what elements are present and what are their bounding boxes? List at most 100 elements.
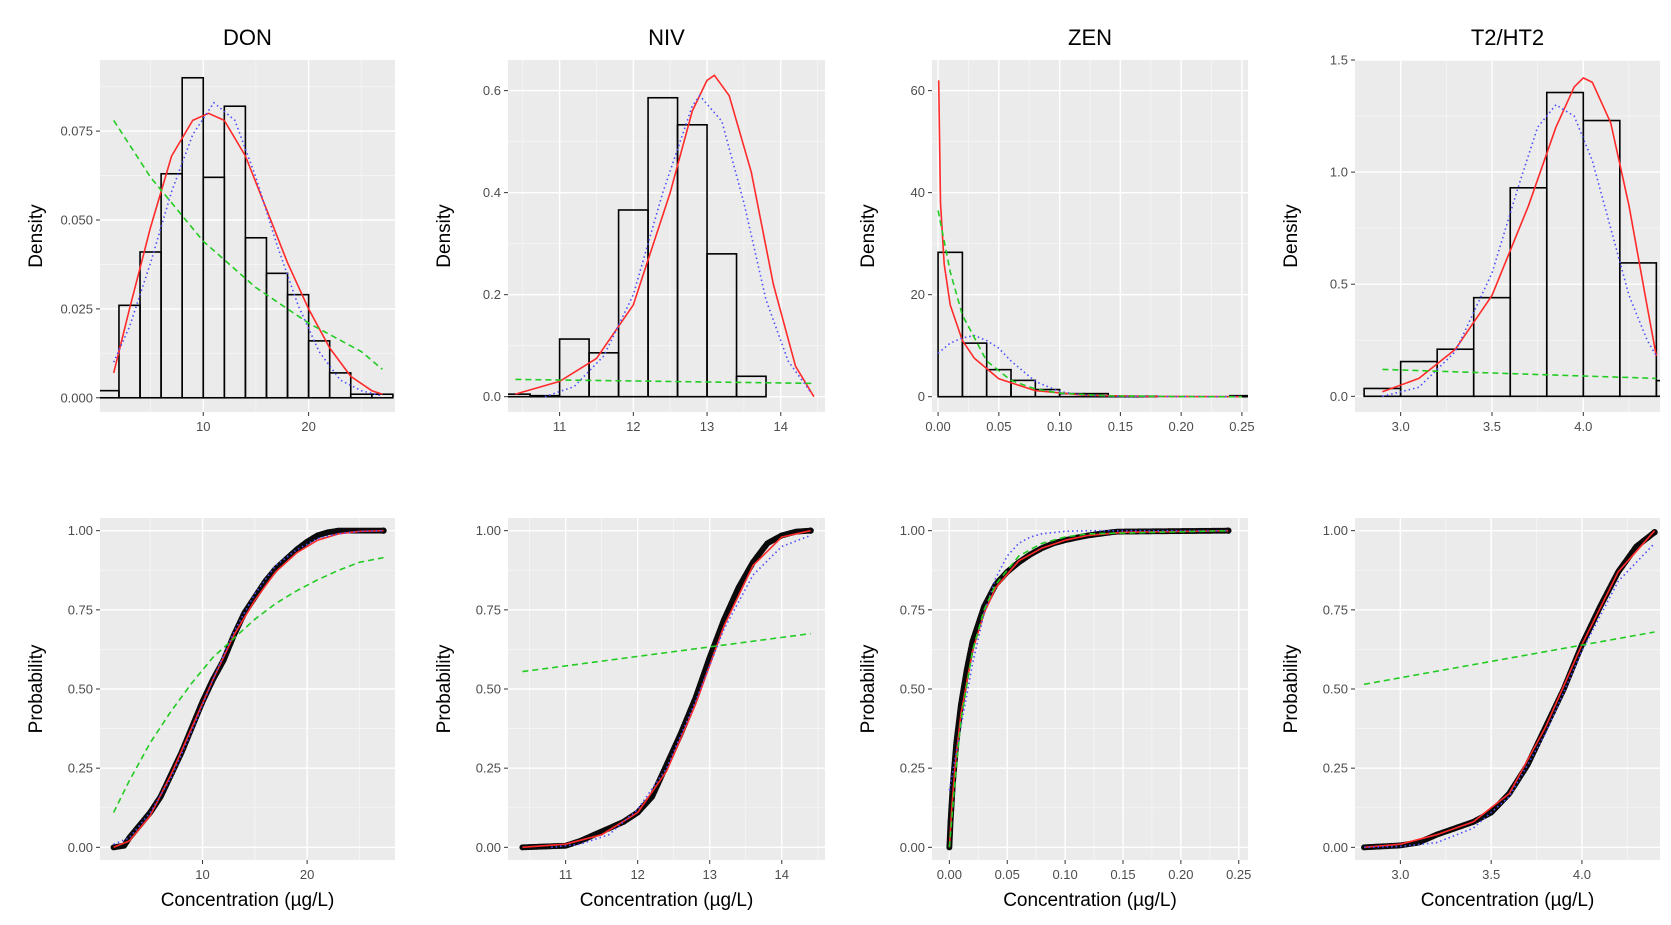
plot-area <box>946 527 1232 851</box>
fitted-curve-red <box>522 529 811 849</box>
x-tick-label: 0.20 <box>1168 419 1193 434</box>
y-axis-label: Probability <box>1281 644 1302 733</box>
x-tick-label: 10 <box>196 419 210 434</box>
y-tick-label: 1.00 <box>900 523 925 538</box>
histogram-bar <box>328 372 352 399</box>
panel-density-2: 11 12 13 14 0.0 0.2 0.4 0.6 NIV Density <box>434 25 825 434</box>
y-tick-label: 0.25 <box>68 761 93 776</box>
x-tick-label: 14 <box>774 419 788 434</box>
histogram-bar <box>1010 379 1037 398</box>
y-tick-label: 0.5 <box>1330 277 1348 292</box>
y-tick-label: 1.00 <box>68 523 93 538</box>
x-tick-label: 11 <box>559 867 573 882</box>
panel-title: DON <box>223 25 272 50</box>
y-tick-label: 0.6 <box>483 83 501 98</box>
x-tick-label: 4.0 <box>1574 419 1592 434</box>
x-tick-label: 12 <box>626 419 640 434</box>
fitted-curve-red <box>1382 77 1658 393</box>
x-tick-label: 0.05 <box>986 419 1011 434</box>
plot-area <box>937 80 1248 398</box>
y-tick-label: 0.25 <box>1323 761 1348 776</box>
x-tick-label: 4.0 <box>1573 867 1591 882</box>
y-tick-label: 0.50 <box>476 682 501 697</box>
x-tick-label: 0.10 <box>1052 867 1077 882</box>
fitted-curve-blue <box>544 94 811 398</box>
x-tick-label: 0.00 <box>937 867 962 882</box>
x-axis-label: Concentration (µg/L) <box>161 890 335 911</box>
x-tick-label: 20 <box>301 419 315 434</box>
fitted-curve-green <box>522 632 811 673</box>
panel-title: T2/HT2 <box>1471 25 1544 50</box>
x-tick-label: 20 <box>300 867 314 882</box>
y-tick-label: 0.75 <box>1323 602 1348 617</box>
y-tick-label: 0.050 <box>60 213 93 228</box>
x-tick-label: 13 <box>702 867 716 882</box>
fitted-curve-green <box>948 529 1229 848</box>
panel-cdf-3: 0.00 0.05 0.10 0.15 0.20 0.25 0.00 0.25 0.50 0.75… <box>858 518 1251 911</box>
panel-cdf-1: 10 20 0.00 0.25 0.50 0.75 1.00 Probability Conce… <box>26 518 395 911</box>
y-tick-label: 0.00 <box>476 840 501 855</box>
y-tick-label: 0.000 <box>60 390 93 405</box>
y-axis-label: Probability <box>858 644 879 733</box>
data-point <box>1225 527 1232 534</box>
y-axis-label: Density <box>26 204 47 268</box>
y-tick-label: 0.50 <box>1323 682 1348 697</box>
x-tick-label: 3.5 <box>1482 867 1500 882</box>
plot-area <box>519 527 814 851</box>
y-tick-label: 0.0 <box>483 389 501 404</box>
y-tick-label: 40 <box>911 185 925 200</box>
x-tick-label: 0.00 <box>925 419 950 434</box>
histogram-bar <box>937 251 964 398</box>
x-tick-label: 0.25 <box>1226 867 1251 882</box>
y-tick-label: 0.50 <box>68 682 93 697</box>
y-tick-label: 0.00 <box>900 840 925 855</box>
y-axis-label: Density <box>1281 204 1302 268</box>
y-tick-label: 0.25 <box>900 761 925 776</box>
x-tick-label: 11 <box>553 419 567 434</box>
fitted-curve-red <box>948 529 1229 848</box>
plot-area <box>1361 529 1658 851</box>
y-tick-label: 0.075 <box>60 124 93 139</box>
y-tick-label: 0.00 <box>1323 840 1348 855</box>
fitted-curve-red <box>112 112 383 395</box>
plot-area <box>100 76 394 399</box>
panel-density-3: 0.00 0.05 0.10 0.15 0.20 0.25 0 20 40 60 ZEN Densit… <box>858 25 1255 434</box>
x-tick-label: 13 <box>700 419 714 434</box>
x-tick-label: 14 <box>775 867 789 882</box>
y-tick-label: 1.5 <box>1330 53 1348 68</box>
x-tick-label: 0.10 <box>1047 419 1072 434</box>
fitted-curve-blue <box>937 334 1242 398</box>
fitted-curve-red <box>515 74 815 398</box>
x-tick-label: 0.20 <box>1168 867 1193 882</box>
panel-title: NIV <box>648 25 685 50</box>
y-axis-label: Probability <box>434 644 455 733</box>
fitted-curve-red <box>1364 530 1656 849</box>
fitted-curve-blue <box>113 529 384 845</box>
plot-area <box>1363 77 1660 398</box>
y-tick-label: 0.50 <box>900 682 925 697</box>
plot-area <box>110 527 387 851</box>
panel-title: ZEN <box>1068 25 1112 50</box>
y-tick-label: 0.75 <box>476 602 501 617</box>
fitted-curve-green <box>112 556 384 813</box>
x-axis-label: Concentration (µg/L) <box>1003 890 1177 911</box>
panel-background <box>508 60 825 412</box>
x-tick-label: 3.5 <box>1483 419 1501 434</box>
histogram-bar <box>1655 379 1660 398</box>
y-tick-label: 0.4 <box>483 185 501 200</box>
fitted-curve-green <box>1363 631 1655 686</box>
histogram-bar <box>706 253 738 398</box>
x-tick-label: 0.25 <box>1229 419 1254 434</box>
fitted-curve-green <box>937 210 1242 398</box>
fitted-curve-red <box>113 529 384 849</box>
panel-density-1: 10 20 0.000 0.025 0.050 0.075 DON Density <box>26 25 395 434</box>
histogram-bar <box>307 340 331 399</box>
y-tick-label: 1.00 <box>476 523 501 538</box>
x-tick-label: 3.0 <box>1392 419 1410 434</box>
y-tick-label: 1.00 <box>1323 523 1348 538</box>
y-tick-label: 0.025 <box>60 301 93 316</box>
y-tick-label: 0.0 <box>1330 389 1348 404</box>
y-tick-label: 0.75 <box>900 602 925 617</box>
panel-background <box>100 60 395 412</box>
